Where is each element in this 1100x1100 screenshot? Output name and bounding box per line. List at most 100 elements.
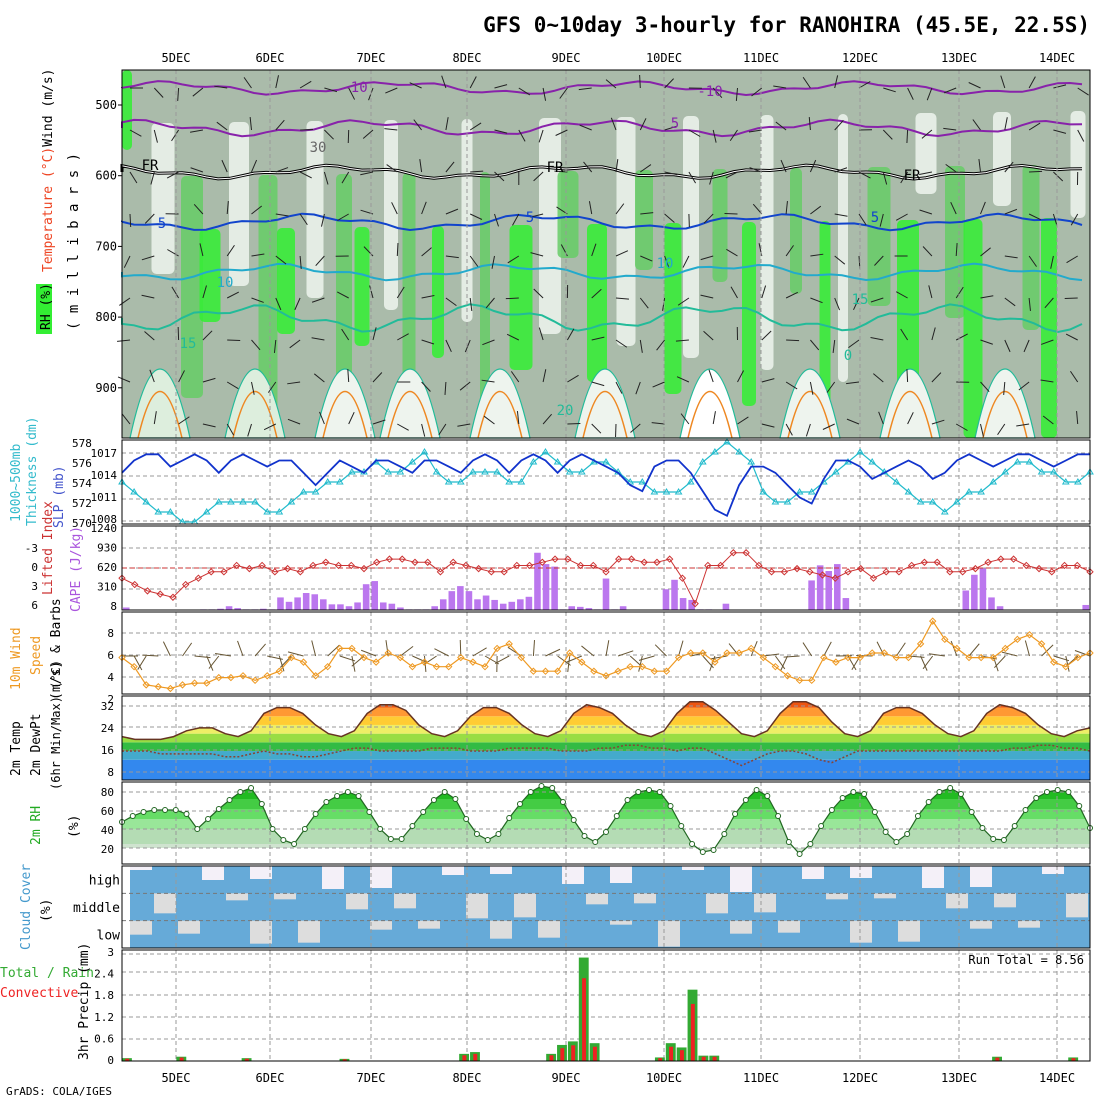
p1-contour-15 — [121, 303, 1083, 334]
p1-wind-barb — [605, 79, 617, 89]
p1-convective-plume-9 — [974, 368, 1036, 439]
p1-wind-barb — [144, 213, 155, 224]
p4-speed-point — [989, 653, 997, 662]
p1-wind-barb — [1077, 87, 1089, 96]
p1-wind-barb — [202, 285, 207, 299]
p3-li-point — [895, 568, 903, 576]
p1-wind-barb — [725, 171, 738, 179]
p1-contour-label-8: 5 — [871, 210, 879, 226]
p1-wind-barb — [1000, 75, 1006, 89]
p1-wind-barb — [409, 82, 422, 89]
p8-run-total: Run Total = 8.56 — [968, 953, 1084, 967]
p8-precip-conv-bar — [342, 1059, 347, 1061]
p4-speed-point — [227, 673, 235, 682]
p1-wind-barb — [980, 423, 984, 437]
p1-wind-barb — [445, 339, 452, 352]
p6-rh-point — [570, 817, 577, 823]
p4-speed-point — [892, 653, 901, 662]
p7-cloud-gap — [250, 920, 272, 944]
p3-li-point — [589, 561, 597, 570]
p1-wind-barb — [226, 423, 235, 436]
p4-speed-point — [723, 649, 731, 657]
p1-wind-barb — [538, 327, 544, 341]
p6-rh-point — [732, 811, 739, 817]
p3-li-point — [500, 568, 508, 576]
p8-precip-conv-bar — [658, 1058, 663, 1061]
p4-wind-barb — [215, 653, 231, 657]
p4-speed-point — [190, 679, 199, 687]
p7-cloud-gap — [490, 920, 512, 939]
p1-wind-barb — [247, 423, 252, 437]
p1-wind-barb — [656, 339, 665, 351]
p1-wind-barb — [700, 255, 714, 261]
p3-li-point — [169, 593, 177, 601]
p1-rh-band-25 — [760, 115, 774, 370]
p1-rh-band-23 — [712, 169, 728, 282]
p3-cape-bar — [988, 597, 995, 610]
p3-cape-bar — [260, 608, 267, 610]
p1-wind-barb — [445, 117, 449, 131]
p1-wind-barb — [1004, 161, 1014, 173]
p3-cape-bar — [439, 599, 447, 610]
p4-speed-point — [880, 649, 889, 657]
p1-wind-barb — [955, 242, 958, 257]
p7-cloud-gap — [826, 893, 848, 900]
p4-speed-point — [783, 672, 792, 680]
p3-cape-bar — [671, 579, 678, 610]
p2-thickness-point — [384, 468, 393, 475]
p1-contour-m5 — [121, 118, 1083, 138]
p1-wind-barb — [980, 381, 990, 392]
p3-cape-bar — [971, 574, 978, 610]
p1-wind-barb — [870, 337, 884, 341]
p1-rh-band-6 — [277, 228, 295, 334]
p1-contour-label-4: FR — [547, 160, 564, 176]
p7-cloud-gap — [730, 920, 752, 934]
p4-speed-point — [638, 662, 647, 671]
p6-rh-point — [850, 789, 857, 795]
p8-frame — [121, 949, 1091, 1062]
p4-speed-point — [904, 653, 913, 662]
p4-speed-point — [965, 653, 973, 662]
p1-wind-barb — [928, 285, 933, 299]
p1-wind-barb — [703, 213, 714, 224]
p1-contour-freezing-inner — [121, 164, 1083, 180]
p1-wind-barb — [251, 339, 261, 351]
p4-speed-point — [650, 667, 659, 675]
p2-thickness-point — [420, 448, 429, 455]
p6-rh-point — [280, 837, 287, 843]
p4-speed-point — [1001, 644, 1010, 653]
p2-thickness-point — [517, 478, 526, 485]
p6-rh-point — [301, 826, 308, 832]
p6-rh-band-1 — [122, 829, 1090, 844]
p1-wind-barb — [559, 87, 568, 99]
p2-thickness-point — [444, 478, 453, 485]
p7-cloud-gap — [370, 866, 392, 888]
p1-wind-barb — [320, 213, 325, 227]
p4-wind-barb — [920, 655, 928, 671]
p1-rh-band-17 — [557, 171, 579, 258]
p1-wind-barb — [980, 339, 993, 345]
p2-thickness-point — [892, 478, 901, 485]
p1-wind-barb — [972, 119, 981, 131]
p2-thickness-point — [856, 448, 864, 455]
p1-wind-barb — [372, 419, 386, 425]
p3-cape-bar — [320, 599, 327, 610]
p6-rh-point — [775, 813, 782, 819]
p1-rh-band-19 — [616, 117, 636, 346]
p7-level-middle: middle — [73, 901, 120, 916]
p4-speed-point — [844, 653, 852, 662]
p1-wind-barb — [610, 117, 617, 131]
p4-speed-point — [517, 653, 526, 662]
p7-cloud-gap — [538, 920, 560, 938]
p2-thickness-point — [130, 488, 138, 495]
p1-wind-barb — [445, 297, 457, 307]
p7-cloud-gap — [226, 893, 248, 901]
p1-wind-barb — [883, 87, 896, 93]
p3-li-point — [716, 561, 725, 570]
p6-rh-point — [452, 796, 459, 802]
p1-wind-barb — [919, 209, 933, 215]
p3-li-point — [551, 555, 559, 563]
p2-thickness-point — [965, 488, 973, 495]
p6-rh-point — [904, 831, 911, 837]
p1-wind-barb — [730, 286, 738, 299]
